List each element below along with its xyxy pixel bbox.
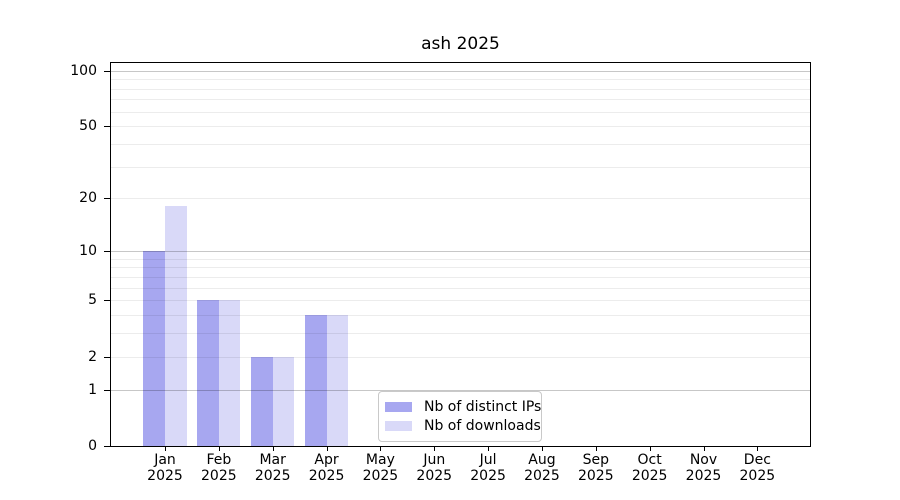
y-tick-100: [104, 70, 110, 72]
y-tick-10: [104, 250, 110, 252]
x-tick-label-month-jun: Jun: [423, 452, 446, 468]
x-tick-label-year-dec: 2025: [739, 468, 776, 484]
y-tick-label-10: 10: [79, 242, 97, 259]
x-tick-feb: [218, 446, 220, 451]
y-tick-label-100: 100: [70, 62, 97, 79]
x-tick-label-year-jan: 2025: [147, 468, 183, 484]
y-tick-label-2: 2: [88, 348, 97, 365]
x-tick-label-month-jan: Jan: [154, 452, 176, 468]
gridline-minor-70: [111, 99, 810, 101]
y-tick-label-50: 50: [79, 118, 97, 135]
gridline-minor-40: [111, 143, 810, 145]
x-tick-label-month-may: May: [365, 452, 395, 468]
gridline-minor-5: [111, 300, 810, 302]
bar-apr-distinct-ips: [304, 315, 327, 446]
x-tick-label-year-jul: 2025: [470, 468, 506, 484]
x-tick-label-year-aug: 2025: [524, 468, 560, 484]
y-tick-1: [104, 389, 110, 391]
x-tick-mar: [272, 446, 274, 451]
legend-swatch-distinct-ips: [385, 401, 412, 412]
gridline-minor-50: [111, 126, 810, 128]
gridline-minor-80: [111, 88, 810, 90]
x-tick-label-month-dec: Dec: [743, 452, 771, 468]
bar-apr-downloads: [326, 315, 349, 446]
x-tick-dec: [757, 446, 759, 451]
y-tick-20: [104, 198, 110, 200]
gridline-major-100: [111, 70, 810, 72]
x-tick-label-year-oct: 2025: [631, 468, 668, 484]
bar-jan-downloads: [165, 206, 187, 446]
legend-label-distinct-ips: Nb of distinct IPs: [424, 398, 542, 415]
x-tick-oct: [649, 446, 651, 451]
x-tick-label-month-oct: Oct: [637, 452, 662, 468]
legend-label-downloads: Nb of downloads: [424, 417, 541, 434]
x-tick-aug: [541, 446, 543, 451]
gridline-major-10: [111, 250, 810, 252]
x-tick-label-year-feb: 2025: [201, 468, 237, 484]
bar-mar-downloads: [272, 356, 295, 446]
legend: Nb of distinct IPs Nb of downloads: [378, 391, 542, 442]
y-tick-label-1: 1: [88, 381, 97, 398]
bar-feb-distinct-ips: [197, 300, 219, 446]
gridline-minor-6: [111, 287, 810, 289]
grid-layer: [111, 63, 810, 446]
gridline-minor-30: [111, 166, 810, 168]
gridline-minor-60: [111, 111, 810, 113]
x-tick-label-year-sep: 2025: [577, 468, 614, 484]
y-tick-2: [104, 356, 110, 358]
gridline-minor-8: [111, 267, 810, 269]
bar-mar-distinct-ips: [251, 356, 273, 446]
y-tick-0: [104, 446, 110, 447]
x-tick-label-year-jun: 2025: [416, 468, 453, 484]
y-tick-label-20: 20: [79, 190, 97, 207]
x-tick-label-month-mar: Mar: [259, 452, 286, 468]
y-tick-50: [104, 126, 110, 128]
gridline-major-1: [111, 389, 810, 391]
legend-swatch-downloads: [385, 420, 412, 431]
x-tick-may: [380, 446, 382, 451]
y-tick-5: [104, 300, 110, 302]
x-tick-apr: [326, 446, 328, 451]
x-tick-jun: [434, 446, 436, 451]
legend-item-downloads: Nb of downloads: [385, 416, 541, 435]
x-tick-label-month-apr: Apr: [314, 452, 339, 468]
x-tick-label-year-may: 2025: [362, 468, 399, 484]
plot-area: Nb of distinct IPs Nb of downloads: [110, 62, 811, 447]
gridline-minor-20: [111, 198, 810, 200]
bars-layer: [111, 63, 810, 446]
x-tick-sep: [595, 446, 597, 451]
bar-feb-downloads: [218, 300, 241, 446]
x-tick-label-year-apr: 2025: [308, 468, 345, 484]
gridline-minor-2: [111, 356, 810, 358]
x-tick-label-month-jul: Jul: [479, 452, 497, 468]
x-tick-label-month-feb: Feb: [206, 452, 232, 468]
bar-jan-distinct-ips: [143, 250, 165, 446]
y-tick-label-5: 5: [88, 292, 97, 309]
gridline-minor-9: [111, 258, 810, 260]
gridline-minor-90: [111, 79, 810, 81]
x-tick-label-year-nov: 2025: [685, 468, 722, 484]
x-tick-label-month-nov: Nov: [689, 452, 718, 468]
legend-item-distinct-ips: Nb of distinct IPs: [385, 397, 541, 416]
y-tick-label-0: 0: [88, 438, 97, 454]
gridline-minor-3: [111, 333, 810, 335]
chart-title: ash 2025: [421, 34, 500, 54]
x-tick-jul: [488, 446, 490, 451]
gridline-minor-7: [111, 276, 810, 278]
x-tick-label-month-sep: Sep: [582, 452, 609, 468]
x-tick-label-month-aug: Aug: [528, 452, 556, 468]
x-tick-jan: [165, 446, 166, 451]
x-tick-label-year-mar: 2025: [254, 468, 291, 484]
x-tick-nov: [703, 446, 705, 451]
gridline-minor-4: [111, 315, 810, 317]
